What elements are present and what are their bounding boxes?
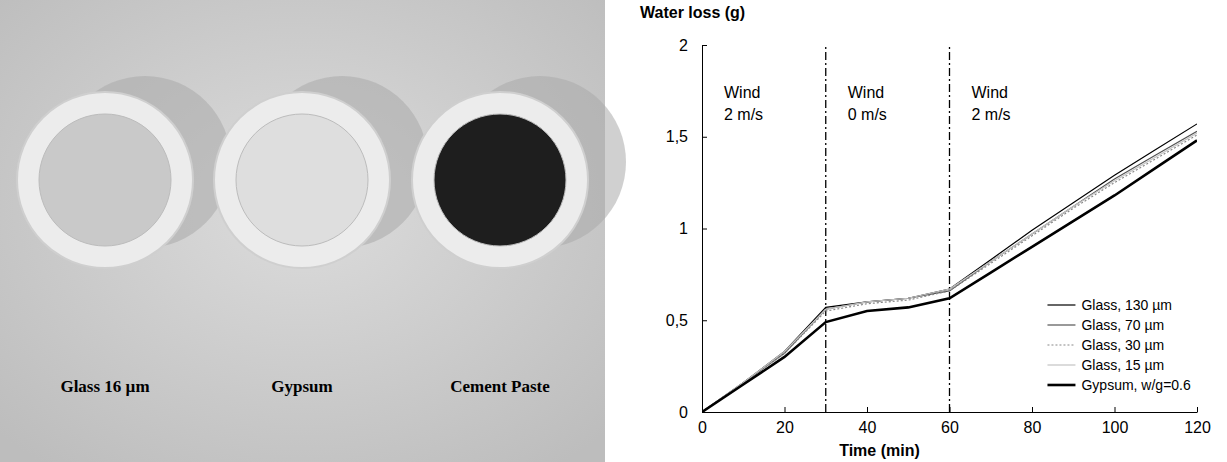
legend-label: Glass, 70 µm — [1081, 317, 1164, 333]
x-tick: 120 — [1184, 407, 1211, 436]
sample-surface — [39, 114, 171, 246]
phase-label: Wind — [972, 84, 1008, 101]
tick-mark — [702, 412, 707, 413]
legend-swatch — [1047, 364, 1075, 365]
y-axis: 0 0,5 1 1,5 2 — [666, 37, 707, 421]
legend-swatch — [1047, 344, 1075, 345]
tick-label: 1 — [679, 220, 688, 237]
tick-label: 2 — [679, 37, 688, 54]
legend-label: Glass, 30 µm — [1081, 337, 1164, 353]
y-tick: 1 — [679, 220, 707, 237]
legend-label: Gypsum, w/g=0.6 — [1081, 377, 1191, 393]
tick-mark — [702, 229, 707, 230]
figure: Glass 16 µmGypsumCement Paste02040608010… — [0, 0, 1227, 462]
x-axis: 0 20 40 60 80 100 120 — [698, 407, 1211, 436]
tick-label: 1,5 — [666, 128, 688, 145]
tick-label: 0 — [679, 404, 688, 421]
tick-mark — [702, 45, 707, 46]
sample-surface — [236, 114, 368, 246]
x-tick: 40 — [859, 407, 877, 436]
sample-ring — [17, 92, 193, 268]
photo-background — [0, 0, 605, 462]
phase-boundary — [949, 45, 950, 412]
phase-label: Wind — [848, 84, 884, 101]
axis-line — [703, 412, 1198, 413]
sample-ring — [412, 92, 588, 268]
series-line — [702, 131, 1197, 412]
legend-swatch — [1047, 384, 1075, 387]
series-line — [702, 124, 1197, 412]
tick-label: 100 — [1102, 419, 1129, 436]
legend-label: Glass, 15 µm — [1081, 357, 1164, 373]
phase-label: Wind — [724, 84, 760, 101]
plot-area — [702, 45, 1197, 412]
tick-label: 40 — [859, 419, 877, 436]
x-axis-title: Time (min) — [839, 442, 920, 459]
sample-label: Gypsum — [271, 377, 332, 396]
sample-label: Glass 16 µm — [60, 377, 149, 396]
phase-boundary — [825, 45, 826, 412]
sample-label: Cement Paste — [450, 377, 550, 396]
tick-mark — [1032, 407, 1033, 412]
tick-mark — [702, 137, 707, 138]
y-tick: 0 — [679, 404, 707, 421]
sample-ring — [214, 92, 390, 268]
tick-label: 60 — [941, 419, 959, 436]
phase-label: 0 m/s — [848, 106, 887, 123]
legend-label: Glass, 130 µm — [1081, 297, 1172, 313]
tick-label: 80 — [1024, 419, 1042, 436]
tick-mark — [867, 407, 868, 412]
tick-label: 20 — [776, 419, 794, 436]
y-tick: 1,5 — [666, 128, 707, 145]
y-tick: 0,5 — [666, 312, 707, 329]
y-axis-title: Water loss (g) — [640, 4, 745, 21]
series-line — [702, 140, 1197, 412]
x-tick: 80 — [1024, 407, 1042, 436]
tick-mark — [1115, 407, 1116, 412]
tick-label: 120 — [1184, 419, 1211, 436]
legend-swatch — [1047, 304, 1075, 305]
tick-mark — [785, 407, 786, 412]
chart: 0 20 40 60 80 100 120 0 0,5 1 1,5 2 Water loss (g) Ti… — [640, 4, 1211, 459]
x-tick: 100 — [1102, 407, 1129, 436]
phase-label: 2 m/s — [972, 106, 1011, 123]
phase-label: 2 m/s — [724, 106, 763, 123]
x-tick: 20 — [776, 407, 794, 436]
photo-panel: Glass 16 µm Gypsum Cement Paste — [0, 0, 626, 462]
y-tick: 2 — [679, 37, 707, 54]
tick-mark — [1197, 407, 1198, 412]
sample-surface — [434, 114, 566, 246]
legend-swatch — [1047, 324, 1075, 325]
tick-label: 0 — [698, 419, 707, 436]
tick-mark — [702, 320, 707, 321]
series-line — [702, 133, 1197, 412]
legend: Glass, 130 µm Glass, 70 µm Glass, 30 µm Gla… — [1047, 297, 1191, 393]
tick-label: 0,5 — [666, 312, 688, 329]
